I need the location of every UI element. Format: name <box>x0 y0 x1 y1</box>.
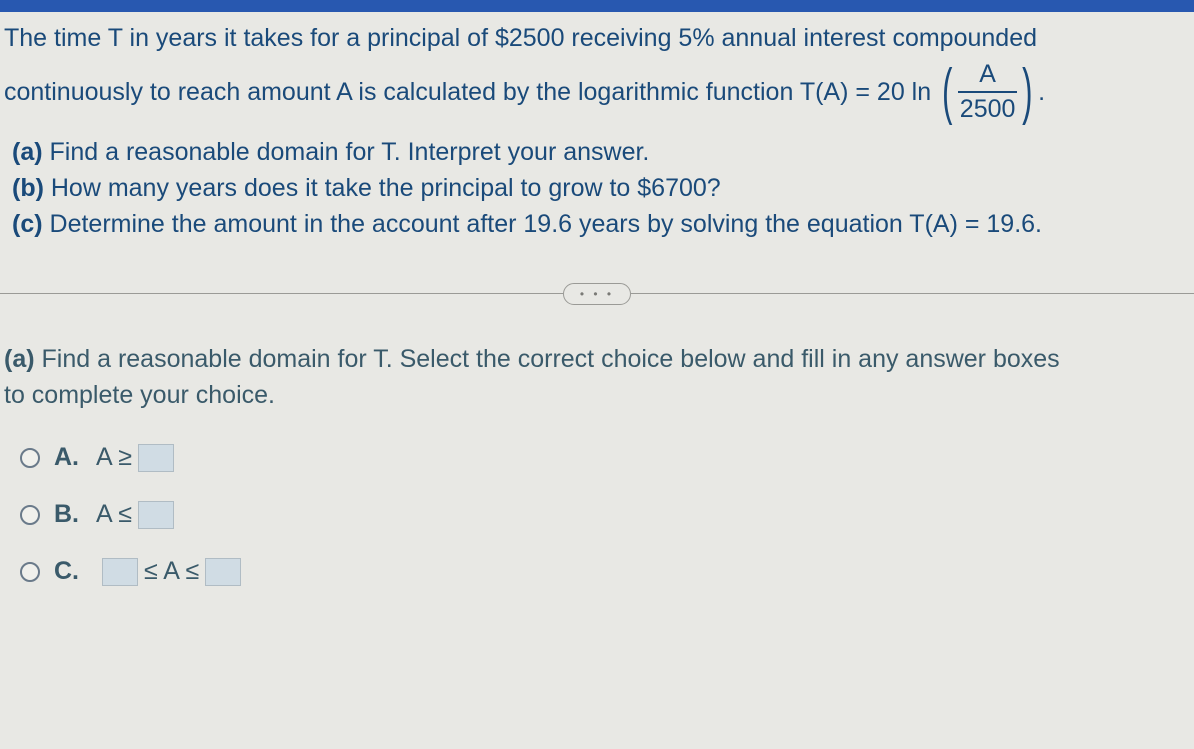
choice-a[interactable]: A. A ≥ <box>20 443 1194 472</box>
choice-c-input-2[interactable] <box>205 558 241 586</box>
choice-b-input-1[interactable] <box>138 501 174 529</box>
question-a-label: (a) <box>4 345 35 373</box>
part-b-label: (b) <box>12 174 44 202</box>
problem-line-2-prefix: continuously to reach amount A is calcul… <box>4 74 931 110</box>
section-divider: • • • <box>0 283 1194 305</box>
radio-a[interactable] <box>20 448 40 468</box>
problem-content: The time T in years it takes for a princ… <box>0 12 1194 586</box>
fraction-denominator: 2500 <box>958 91 1018 124</box>
divider-dots-pill[interactable]: • • • <box>563 283 631 305</box>
question-a-text-1: Find a reasonable domain for T. Select t… <box>42 345 1060 373</box>
choice-a-pre: A ≥ <box>96 443 132 472</box>
question-a-text-2: to complete your choice. <box>4 377 1190 413</box>
window-top-bar <box>0 0 1194 12</box>
choice-b-pre: A ≤ <box>96 500 132 529</box>
question-a-prompt: (a) Find a reasonable domain for T. Sele… <box>0 341 1194 414</box>
radio-b[interactable] <box>20 505 40 525</box>
choice-a-body: A ≥ <box>96 443 180 472</box>
choice-c[interactable]: C. ≤ A ≤ <box>20 557 1194 586</box>
problem-line-2: continuously to reach amount A is calcul… <box>4 60 1190 134</box>
divider-line-left <box>0 293 563 294</box>
part-b-text: How many years does it take the principa… <box>51 174 721 202</box>
choice-c-input-1[interactable] <box>102 558 138 586</box>
choice-c-mid: ≤ A ≤ <box>144 557 199 586</box>
sub-parts: (a) Find a reasonable domain for T. Inte… <box>0 134 1194 243</box>
choice-a-input-1[interactable] <box>138 444 174 472</box>
fraction: A 2500 <box>958 60 1018 124</box>
answer-choices: A. A ≥ B. A ≤ C. ≤ A ≤ <box>0 413 1194 586</box>
choice-a-label: A. <box>54 443 82 472</box>
part-b: (b) How many years does it take the prin… <box>12 170 1190 206</box>
left-paren-icon: ( <box>942 67 952 117</box>
radio-c[interactable] <box>20 562 40 582</box>
formula-fraction: ( A 2500 ) <box>937 60 1038 124</box>
problem-line-1: The time T in years it takes for a princ… <box>4 20 1190 60</box>
part-c-text: Determine the amount in the account afte… <box>50 210 1042 238</box>
dots-icon: • • • <box>580 287 614 301</box>
choice-b[interactable]: B. A ≤ <box>20 500 1194 529</box>
choice-c-body: ≤ A ≤ <box>96 557 247 586</box>
question-a-line-1: (a) Find a reasonable domain for T. Sele… <box>4 341 1190 377</box>
right-paren-icon: ) <box>1023 67 1033 117</box>
part-a: (a) Find a reasonable domain for T. Inte… <box>12 134 1190 170</box>
part-c: (c) Determine the amount in the account … <box>12 206 1190 242</box>
part-a-label: (a) <box>12 138 43 166</box>
problem-statement: The time T in years it takes for a princ… <box>0 20 1194 134</box>
part-c-label: (c) <box>12 210 43 238</box>
problem-line-2-suffix: . <box>1038 74 1045 110</box>
fraction-numerator: A <box>977 60 998 91</box>
choice-b-body: A ≤ <box>96 500 180 529</box>
divider-line-right <box>631 293 1194 294</box>
choice-c-label: C. <box>54 557 82 586</box>
choice-b-label: B. <box>54 500 82 529</box>
part-a-text: Find a reasonable domain for T. Interpre… <box>50 138 650 166</box>
